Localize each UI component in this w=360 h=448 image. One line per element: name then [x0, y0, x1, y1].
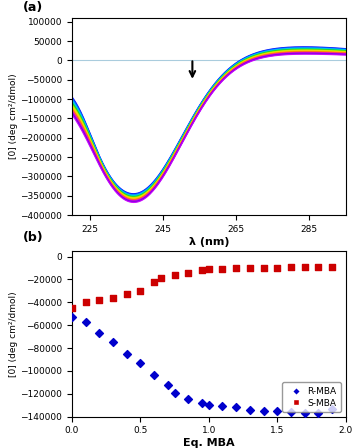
Point [96, 330, 102, 337]
Y-axis label: [0] (deg cm²/dmol): [0] (deg cm²/dmol) [9, 291, 18, 377]
Point [274, 408, 280, 415]
Point [83, 318, 89, 325]
Point [124, 350, 130, 358]
Point [233, 264, 239, 271]
Text: (a): (a) [23, 1, 43, 14]
Point [172, 271, 177, 279]
X-axis label: Eq. MBA: Eq. MBA [183, 438, 235, 448]
Text: (b): (b) [23, 231, 43, 244]
Point [110, 339, 116, 346]
Point [247, 264, 253, 271]
Point [329, 263, 335, 271]
Point [220, 265, 225, 272]
Point [151, 372, 157, 379]
Point [138, 359, 143, 366]
Point [302, 264, 307, 271]
Point [96, 297, 102, 304]
Point [172, 389, 177, 396]
Point [233, 404, 239, 411]
Point [199, 399, 205, 406]
Point [261, 264, 266, 271]
X-axis label: λ (nm): λ (nm) [189, 237, 229, 246]
Point [315, 409, 321, 417]
Point [199, 267, 205, 274]
Point [124, 291, 130, 298]
Point [288, 409, 294, 416]
Point [69, 305, 75, 312]
Point [206, 266, 212, 273]
Point [288, 264, 294, 271]
Point [138, 287, 143, 294]
Point [206, 401, 212, 409]
Point [151, 278, 157, 285]
Point [165, 381, 171, 388]
Point [185, 396, 191, 403]
Y-axis label: [0] (deg cm²/dmol): [0] (deg cm²/dmol) [9, 73, 18, 159]
Point [69, 314, 75, 321]
Point [247, 406, 253, 414]
Point [302, 409, 307, 416]
Point [315, 263, 321, 271]
Point [83, 299, 89, 306]
Point [110, 294, 116, 302]
Point [274, 264, 280, 271]
Point [261, 407, 266, 414]
Legend: R-MBA, S-MBA: R-MBA, S-MBA [282, 383, 341, 412]
Point [220, 403, 225, 410]
Point [185, 269, 191, 276]
Point [329, 405, 335, 412]
Point [158, 275, 164, 282]
